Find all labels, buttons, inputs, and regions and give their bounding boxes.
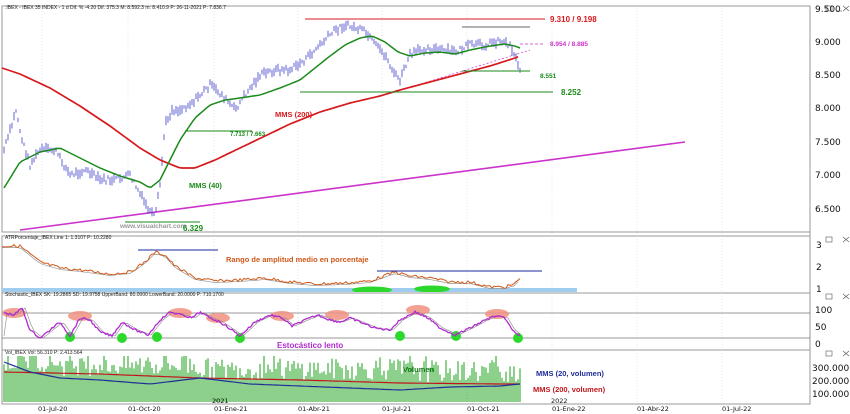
price-series bbox=[3, 20, 521, 217]
vol-tick: 200.000 bbox=[812, 377, 849, 387]
price-tick: 9.000 bbox=[815, 38, 841, 48]
stoch-tick: 0 bbox=[815, 340, 821, 350]
atr-tick: 1 bbox=[816, 285, 822, 295]
mms200-line bbox=[2, 56, 519, 169]
year-label: 2021 bbox=[212, 397, 229, 405]
price-panel-controls[interactable] bbox=[825, 5, 850, 12]
stoch-oversold-marker bbox=[235, 333, 245, 343]
label-volume: Volumen bbox=[403, 365, 435, 374]
x-tick: 01-Oct-20 bbox=[128, 405, 161, 413]
atr-panel-controls[interactable] bbox=[825, 236, 850, 243]
dotted-trendline bbox=[394, 49, 531, 93]
stoch-overbought-marker bbox=[406, 305, 430, 315]
stoch-overbought-marker bbox=[206, 313, 230, 323]
stoch-oversold-marker bbox=[117, 333, 127, 343]
volume-header-info: Vol_IBEX Vol: 56.310 P: 2.413.564 bbox=[5, 350, 83, 356]
atr-low-marker bbox=[352, 286, 392, 292]
gridlines bbox=[41, 8, 723, 404]
price-header-info: .IBEX - IBEX 35 INDEX - 1 d Dif. % -4.20… bbox=[5, 5, 226, 11]
stoch-overbought-marker bbox=[270, 311, 294, 321]
atr-band bbox=[2, 288, 577, 292]
stoch-oversold-marker bbox=[513, 333, 523, 343]
stoch-header-info: Stochastic_IBEX SK: 19.2865 SD: 19.9758 … bbox=[5, 292, 224, 298]
stoch-axis: 100 50 0 bbox=[815, 306, 832, 350]
x-tick: 01-Abr-22 bbox=[637, 405, 669, 413]
label-mms40: MMS (40) bbox=[189, 181, 222, 190]
price-panel: www.visualchart.com bbox=[2, 18, 686, 231]
x-tick: 01-Jul-22 bbox=[722, 405, 751, 413]
label-s1: 8.551 bbox=[540, 73, 557, 80]
x-axis: 01-Jul-20 01-Oct-20 01-Ene-21 01-Abr-21 … bbox=[38, 397, 751, 413]
vol-tick: 300.000 bbox=[812, 364, 849, 374]
stoch-oversold-marker bbox=[395, 331, 405, 341]
label-r2: 8.954 / 8.885 bbox=[550, 41, 588, 48]
price-panel-frame bbox=[1, 5, 811, 233]
label-s3: 7.713 / 7.663 bbox=[230, 132, 266, 138]
volume-axis: 300.000 200.000 100.000 bbox=[812, 364, 849, 400]
atr-axis: 3 2 1 bbox=[816, 241, 822, 295]
watermark: www.visualchart.com bbox=[119, 223, 186, 230]
stoch-tick: 50 bbox=[815, 323, 827, 333]
label-stoch: Estocástico lento bbox=[277, 341, 343, 350]
stoch-line bbox=[3, 307, 520, 339]
stoch-markers bbox=[2, 305, 523, 343]
stoch-oversold-marker bbox=[152, 332, 162, 342]
vol-tick: 100.000 bbox=[812, 390, 849, 400]
stoch-overbought-marker bbox=[2, 308, 26, 318]
price-tick: 7.500 bbox=[815, 138, 841, 148]
atr-line bbox=[2, 243, 521, 289]
volume-bars bbox=[3, 356, 521, 402]
trendline bbox=[19, 141, 686, 231]
window-controls[interactable] bbox=[825, 5, 850, 357]
x-tick: 01-Ene-21 bbox=[214, 405, 247, 413]
close-icon bbox=[842, 236, 850, 243]
panel-frames bbox=[1, 5, 811, 405]
x-tick: 01-Abr-21 bbox=[298, 405, 330, 413]
label-mms200: MMS (200) bbox=[275, 110, 313, 119]
price-axis: 9.500 9.000 8.500 8.000 7.500 7.000 6.50… bbox=[815, 5, 841, 215]
stoch-tick: 100 bbox=[815, 306, 832, 316]
close-icon bbox=[842, 350, 850, 357]
vol-mms20-line bbox=[3, 361, 521, 391]
atr-tick: 2 bbox=[816, 263, 822, 273]
price-tick: 6.500 bbox=[815, 205, 841, 215]
maximize-icon bbox=[825, 350, 833, 357]
volume-panel bbox=[3, 356, 521, 402]
price-tick: 7.000 bbox=[815, 171, 841, 181]
mms40-line bbox=[3, 35, 521, 189]
label-s2: 8.252 bbox=[561, 88, 582, 97]
maximize-icon bbox=[825, 293, 833, 300]
x-tick: 01-Ene-22 bbox=[552, 405, 585, 413]
atr-signal-line bbox=[2, 247, 519, 289]
price-tick: 9.500 bbox=[815, 5, 841, 15]
atr-tick: 3 bbox=[816, 241, 822, 251]
atr-low-marker bbox=[414, 285, 450, 292]
x-tick: 01-Jul-21 bbox=[382, 405, 411, 413]
label-vol-mms200: MMS (200, volumen) bbox=[533, 385, 606, 394]
x-tick: 01-Oct-21 bbox=[467, 405, 500, 413]
volume-panel-controls[interactable] bbox=[825, 350, 850, 357]
atr-panel-frame bbox=[1, 235, 811, 294]
label-vol-mms20: MMS (20, volumen) bbox=[536, 369, 604, 378]
year-label: 2022 bbox=[551, 397, 568, 405]
close-icon bbox=[842, 293, 850, 300]
stoch-panel bbox=[2, 305, 810, 343]
label-atr: Rango de amplitud medio en porcentaje bbox=[226, 255, 369, 264]
atr-panel bbox=[2, 243, 577, 292]
vol-mms200-line bbox=[3, 371, 520, 385]
label-resistance: 9.310 / 9.198 bbox=[550, 15, 597, 24]
label-s4: 6.329 bbox=[183, 224, 204, 233]
stoch-overbought-marker bbox=[325, 310, 349, 320]
maximize-icon bbox=[825, 236, 833, 243]
stoch-panel-controls[interactable] bbox=[825, 293, 850, 300]
price-tick: 8.000 bbox=[815, 104, 841, 114]
atr-header-info: ATRPorcentaje_IBEX Line 1: 1.3107 P: 10.… bbox=[5, 235, 112, 241]
close-icon bbox=[842, 5, 850, 12]
maximize-icon bbox=[825, 5, 833, 12]
price-tick: 8.500 bbox=[815, 71, 841, 81]
x-tick: 01-Jul-20 bbox=[38, 405, 67, 413]
